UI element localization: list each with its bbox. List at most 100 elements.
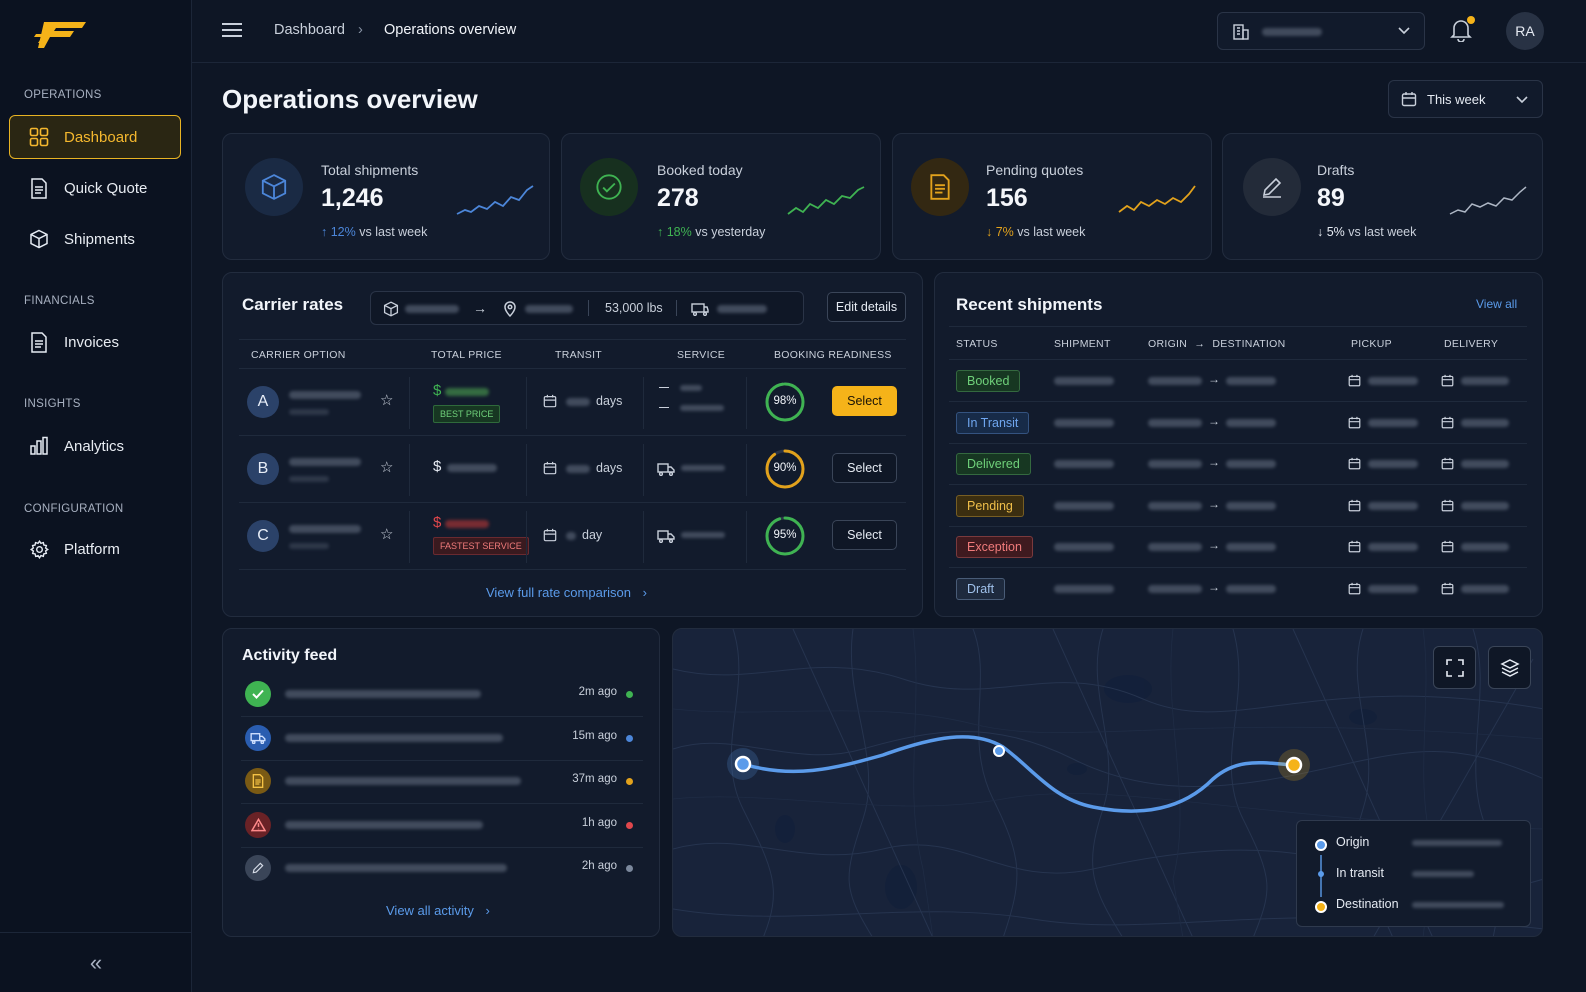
in-transit-legend-dot bbox=[1318, 871, 1324, 877]
table-row[interactable]: In Transit → bbox=[935, 402, 1544, 444]
kpi-delta: ↑ 12% vs last week bbox=[321, 225, 428, 239]
origin-redacted bbox=[1148, 460, 1202, 469]
shipment-id-redacted bbox=[1054, 418, 1114, 427]
view-all-activity-link[interactable]: View all activity › bbox=[386, 903, 490, 918]
legend-destination-label: Destination bbox=[1336, 897, 1399, 911]
star-icon[interactable]: ☆ bbox=[380, 526, 394, 543]
breadcrumb-root[interactable]: Dashboard bbox=[274, 22, 345, 38]
brand-logo[interactable] bbox=[34, 20, 88, 55]
kpi-label: Drafts bbox=[1317, 162, 1355, 178]
booking-readiness-ring bbox=[765, 516, 805, 556]
sidebar-item-analytics[interactable]: Analytics bbox=[10, 424, 182, 468]
sparkline bbox=[1118, 185, 1196, 213]
column-header[interactable]: SHIPMENT bbox=[1054, 338, 1111, 350]
map-legend: Origin In transit Destination bbox=[1296, 820, 1531, 927]
column-header[interactable]: SERVICE bbox=[677, 349, 726, 361]
bar-chart-icon bbox=[28, 435, 50, 457]
table-row: A ☆ $ BEST PRICE days 98% Select bbox=[223, 369, 924, 435]
readiness-percent: 90% bbox=[773, 462, 797, 474]
carrier-name-redacted bbox=[289, 458, 361, 466]
activity-text-redacted bbox=[285, 733, 503, 742]
table-row[interactable]: Exception → bbox=[935, 526, 1544, 569]
kpi-card-pending-quotes[interactable]: Pending quotes 156 ↓ 7% vs last week bbox=[892, 133, 1212, 260]
route-map[interactable]: Origin In transit Destination bbox=[672, 628, 1543, 937]
carrier-name-redacted bbox=[289, 525, 361, 533]
table-row[interactable]: Booked → bbox=[935, 360, 1544, 402]
column-header[interactable]: DELIVERY bbox=[1444, 338, 1499, 350]
table-row[interactable]: Draft → bbox=[935, 568, 1544, 609]
select-carrier-button[interactable]: Select bbox=[832, 386, 897, 416]
price-redacted bbox=[445, 520, 489, 528]
edit-details-button[interactable]: Edit details bbox=[827, 292, 906, 322]
menu-icon[interactable] bbox=[222, 22, 242, 43]
view-all-link[interactable]: View all bbox=[1476, 297, 1518, 311]
carrier-letter-badge: A bbox=[247, 386, 279, 418]
check-circle-icon bbox=[580, 158, 638, 216]
kpi-card-drafts[interactable]: Drafts 89 ↓ 5% vs last week bbox=[1222, 133, 1543, 260]
avatar[interactable]: RA bbox=[1506, 12, 1544, 50]
calendar-icon bbox=[1348, 416, 1361, 434]
sidebar-item-platform[interactable]: Platform bbox=[10, 527, 182, 571]
tenant-selector[interactable] bbox=[1217, 12, 1425, 50]
route-line bbox=[742, 735, 1295, 813]
view-full-rate-comparison-link[interactable]: View full rate comparison › bbox=[486, 585, 647, 600]
pickup-date-redacted bbox=[1368, 585, 1418, 593]
column-header[interactable]: CARRIER OPTION bbox=[251, 349, 346, 361]
table-row[interactable]: Delivered → bbox=[935, 443, 1544, 486]
price-currency: $ bbox=[433, 514, 442, 531]
status-badge: In Transit bbox=[956, 411, 1030, 434]
table-row[interactable]: Pending → bbox=[935, 485, 1544, 527]
kpi-card-booked-today[interactable]: Booked today 278 ↑ 18% vs yesterday bbox=[561, 133, 881, 260]
origin-name-redacted bbox=[1412, 840, 1502, 846]
period-selector[interactable]: This week bbox=[1388, 80, 1543, 118]
grid-icon bbox=[28, 126, 50, 148]
carrier-sub-redacted bbox=[289, 409, 329, 415]
box-icon bbox=[245, 158, 303, 216]
list-item[interactable]: 2m ago bbox=[241, 673, 643, 717]
collapse-sidebar-button[interactable]: « bbox=[0, 932, 192, 992]
kpi-delta: ↓ 5% vs last week bbox=[1317, 225, 1417, 239]
sidebar-item-invoices[interactable]: Invoices bbox=[10, 320, 182, 364]
status-badge: Exception bbox=[956, 536, 1033, 559]
service-redacted bbox=[680, 385, 702, 391]
fullscreen-button[interactable] bbox=[1433, 646, 1476, 689]
redacted-value bbox=[525, 305, 573, 313]
pickup-date-redacted bbox=[1368, 501, 1418, 510]
origin-marker bbox=[734, 755, 752, 773]
star-icon[interactable]: ☆ bbox=[380, 459, 394, 476]
section-label-operations: OPERATIONS bbox=[24, 89, 102, 101]
sidebar-item-label: Shipments bbox=[64, 230, 135, 248]
calendar-icon bbox=[1441, 416, 1454, 434]
booking-readiness-ring bbox=[765, 382, 805, 422]
select-carrier-button[interactable]: Select bbox=[832, 520, 897, 550]
sidebar-item-quick-quote[interactable]: Quick Quote bbox=[10, 166, 182, 210]
kpi-card-total-shipments[interactable]: Total shipments 1,246 ↑ 12% vs last week bbox=[222, 133, 550, 260]
column-header[interactable]: TRANSIT bbox=[555, 349, 603, 361]
column-header[interactable]: BOOKING READINESS bbox=[774, 349, 892, 361]
shipment-summary-bar[interactable]: → 53,000 lbs bbox=[370, 291, 804, 325]
dash-icon bbox=[659, 407, 669, 408]
activity-status-dot bbox=[626, 865, 633, 872]
star-icon[interactable]: ☆ bbox=[380, 392, 394, 409]
destination-name-redacted bbox=[1412, 902, 1504, 908]
column-header[interactable]: STATUS bbox=[956, 338, 998, 350]
notification-bell-button[interactable] bbox=[1450, 16, 1475, 47]
service-redacted bbox=[680, 405, 724, 411]
section-label-configuration: CONFIGURATION bbox=[24, 503, 124, 515]
list-item[interactable]: 15m ago bbox=[241, 717, 643, 761]
calendar-icon bbox=[1441, 374, 1454, 392]
delivery-date-redacted bbox=[1461, 377, 1509, 385]
column-header[interactable]: TOTAL PRICE bbox=[431, 349, 502, 361]
select-carrier-button[interactable]: Select bbox=[832, 453, 897, 483]
sidebar-item-dashboard[interactable]: Dashboard bbox=[9, 115, 181, 159]
sidebar-item-shipments[interactable]: Shipments bbox=[10, 217, 182, 261]
destination-redacted bbox=[1226, 460, 1276, 469]
column-header[interactable]: ORIGIN → DESTINATION bbox=[1148, 338, 1286, 350]
column-header[interactable]: PICKUP bbox=[1351, 338, 1392, 350]
map-layers-button[interactable] bbox=[1488, 646, 1531, 689]
gear-icon bbox=[28, 538, 50, 560]
list-item[interactable]: 2h ago bbox=[241, 847, 643, 891]
list-item[interactable]: 1h ago bbox=[241, 804, 643, 848]
list-item[interactable]: 37m ago bbox=[241, 760, 643, 804]
arrow-right-icon: → bbox=[1208, 538, 1220, 553]
